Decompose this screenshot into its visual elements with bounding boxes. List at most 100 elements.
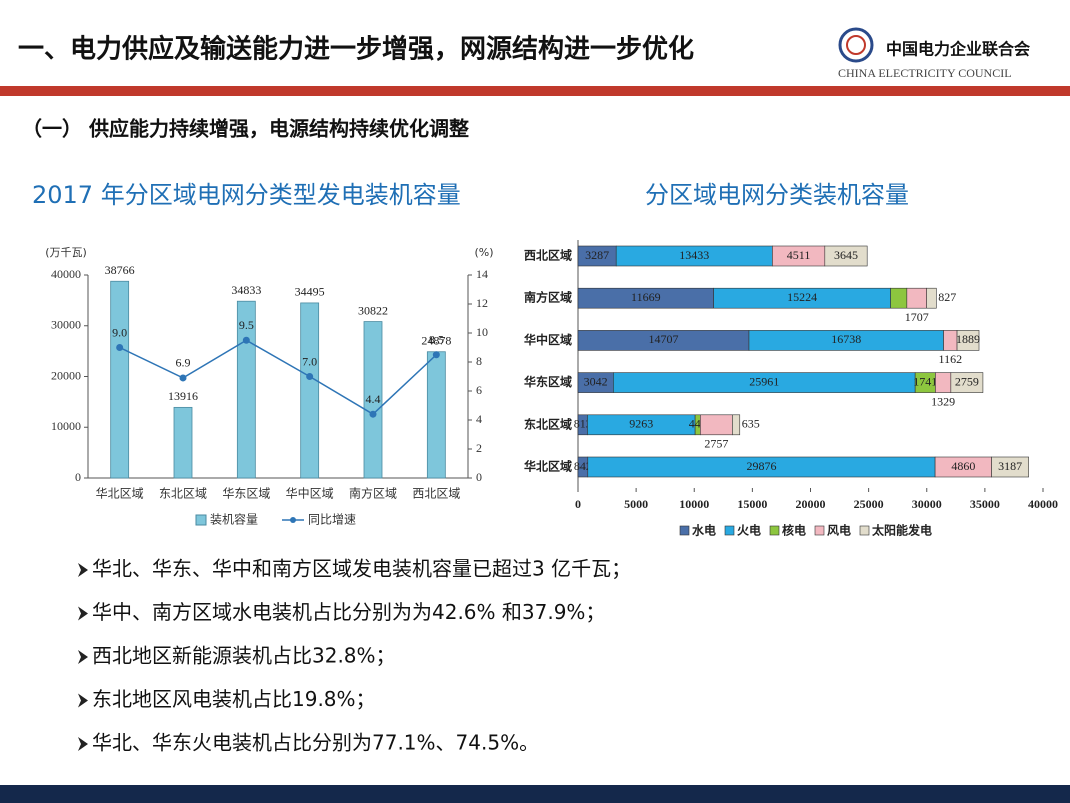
value-label: 1889 xyxy=(956,332,980,346)
bullet-icon xyxy=(78,737,88,751)
logo xyxy=(846,35,866,55)
value-label: 30822 xyxy=(358,303,388,317)
value-label: 2757 xyxy=(704,437,728,451)
bar xyxy=(363,321,383,479)
y-tick-label: 东北区域 xyxy=(524,416,572,431)
bullet-text: 东北地区风电装机占比19.8%； xyxy=(92,687,376,711)
org-name: 中国电力企业联合会 xyxy=(886,40,1030,59)
bar-segment xyxy=(732,414,741,436)
x-tick-label: 40000 xyxy=(1028,497,1058,511)
section-title: （一） 供应能力持续增强，电源结构持续优化调整 xyxy=(22,117,469,141)
y2-tick-label: 0 xyxy=(476,470,482,484)
y-tick-label: 40000 xyxy=(51,267,81,281)
y-tick-label: 华中区域 xyxy=(524,332,572,347)
value-label: 13916 xyxy=(168,389,198,403)
legend-swatch xyxy=(724,525,735,536)
chart-title: 分区域电网分类装机容量 xyxy=(645,181,909,209)
bullet-icon xyxy=(78,650,88,664)
axis-title: (万千瓦) xyxy=(45,246,87,259)
bullet-text: 华中、南方区域水电装机占比分别为为42.6% 和37.9%； xyxy=(92,600,605,624)
value-label: 9.5 xyxy=(239,318,254,332)
bullet-icon xyxy=(78,606,88,621)
legend-swatch xyxy=(195,514,207,526)
bullet-icon xyxy=(78,693,88,708)
value-label: 38766 xyxy=(105,263,135,277)
legend-swatch xyxy=(679,525,690,536)
value-label: 1707 xyxy=(905,310,929,324)
y-tick-label: 华东区域 xyxy=(524,374,572,389)
x-tick-label: 华东区域 xyxy=(222,487,270,501)
value-label: 3287 xyxy=(585,248,609,262)
y-tick-label: 20000 xyxy=(51,368,81,382)
bar xyxy=(236,300,256,479)
value-label: 4511 xyxy=(787,248,811,262)
y-tick-label: 10000 xyxy=(51,419,81,433)
value-label: 827 xyxy=(938,290,956,304)
x-tick-label: 20000 xyxy=(796,497,826,511)
y2-tick-label: 4 xyxy=(476,412,482,426)
value-label: 16738 xyxy=(831,332,861,346)
value-label: 7.0 xyxy=(302,354,317,368)
org-name-en: CHINA ELECTRICITY COUNCIL xyxy=(838,66,1012,80)
value-label: 635 xyxy=(742,417,760,431)
y2-tick-label: 6 xyxy=(476,383,482,397)
value-label: 14707 xyxy=(648,332,678,346)
legend-swatch xyxy=(859,525,870,536)
x-tick-label: 东北区域 xyxy=(159,487,207,501)
chart-title: 2017 年分区域电网分类型发电装机容量 xyxy=(32,181,461,209)
bar-segment xyxy=(991,456,1029,478)
line-marker xyxy=(306,373,314,380)
value-label: 34833 xyxy=(231,283,261,297)
x-tick-label: 西北区域 xyxy=(412,487,460,501)
bullet-text: 华北、华东火电装机占比分别为77.1%、74.5%。 xyxy=(92,731,539,755)
value-label: 29876 xyxy=(746,459,776,473)
bar-segment xyxy=(935,372,952,393)
y2-tick-label: 10 xyxy=(476,325,488,339)
y2-tick-label: 2 xyxy=(476,441,482,455)
logo xyxy=(838,27,874,63)
line-marker xyxy=(369,410,377,418)
value-label: 6.9 xyxy=(176,356,191,370)
value-label: 25961 xyxy=(749,374,779,388)
y-tick-label: 西北区域 xyxy=(524,248,572,263)
header-band xyxy=(0,86,1070,96)
x-tick-label: 25000 xyxy=(854,497,884,511)
value-label: 3187 xyxy=(998,459,1022,473)
x-tick-label: 35000 xyxy=(970,497,1000,511)
x-tick-label: 15000 xyxy=(737,497,767,511)
value-label: 8.5 xyxy=(429,333,444,347)
line xyxy=(119,339,437,416)
legend-label: 核电 xyxy=(782,523,806,538)
slide-title: 一、电力供应及输送能力进一步增强，网源结构进一步优化 xyxy=(18,34,694,65)
legend-swatch xyxy=(814,525,825,536)
y-tick-label: 0 xyxy=(75,470,81,484)
axis-title: (%) xyxy=(474,246,493,259)
y-tick-label: 南方区域 xyxy=(524,290,572,305)
line-marker xyxy=(242,336,250,344)
bullet-text: 西北地区新能源装机占比32.8%； xyxy=(92,644,396,668)
legend-swatch xyxy=(290,517,296,523)
value-label: 1329 xyxy=(931,394,955,408)
y2-tick-label: 8 xyxy=(476,354,482,368)
bar xyxy=(173,406,193,479)
legend-label: 水电 xyxy=(692,523,716,538)
x-tick-label: 0 xyxy=(575,497,581,511)
bar-segment xyxy=(956,330,980,351)
value-label: 11669 xyxy=(631,290,661,304)
bar-segment xyxy=(700,414,733,436)
bar-segment xyxy=(906,287,927,309)
bar-segment xyxy=(926,287,937,309)
legend-label: 太阳能发电 xyxy=(872,523,932,538)
x-tick-label: 华北区域 xyxy=(96,487,144,501)
value-label: 1162 xyxy=(939,352,963,366)
value-label: 9263 xyxy=(629,417,653,431)
y-tick-label: 30000 xyxy=(51,318,81,332)
value-label: 9.0 xyxy=(112,325,127,339)
legend-label: 同比增速 xyxy=(308,513,356,527)
value-label: 4.4 xyxy=(366,392,381,406)
x-tick-label: 30000 xyxy=(912,497,942,511)
value-label: 34495 xyxy=(295,285,325,299)
bullet-icon xyxy=(78,563,88,577)
value-label: 24878 xyxy=(421,333,451,347)
